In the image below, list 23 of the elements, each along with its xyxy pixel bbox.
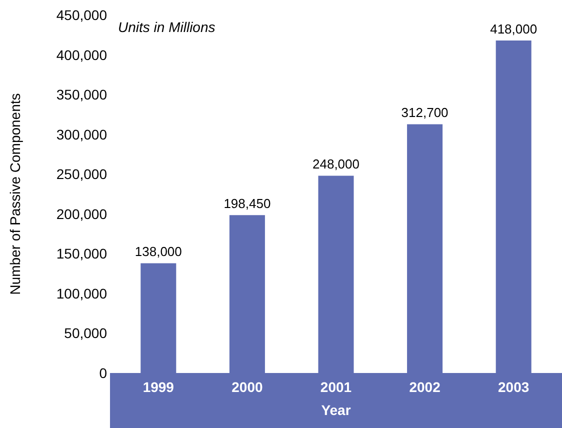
data-label: 312,700 [401,105,448,120]
y-tick-label: 150,000 [56,246,108,262]
x-tick-label: 2003 [498,379,530,395]
y-tick-label: 250,000 [56,166,108,182]
y-tick-label: 400,000 [56,46,108,63]
y-axis-title: Number of Passive Components [7,93,23,295]
annotation: Units in Millions [118,19,216,35]
y-tick-label: 450,000 [56,7,108,23]
x-tick-label: 2002 [409,379,441,395]
data-label: 248,000 [312,156,360,172]
y-tick-label: 350,000 [56,86,108,103]
data-label: 418,000 [490,21,538,36]
x-tick-label: 2001 [320,379,352,395]
y-tick-label: 200,000 [56,206,108,222]
data-label: 198,450 [224,196,271,212]
y-tick-label: 0 [99,365,108,381]
data-label: 138,000 [134,244,182,260]
y-tick-label: 50,000 [64,325,108,342]
x-tick-label: 1999 [142,379,174,395]
x-axis-title: Year [321,402,352,418]
y-tick-label: 100,000 [56,285,108,302]
x-tick-label: 2000 [232,379,263,395]
y-tick-label: 300,000 [56,126,108,142]
